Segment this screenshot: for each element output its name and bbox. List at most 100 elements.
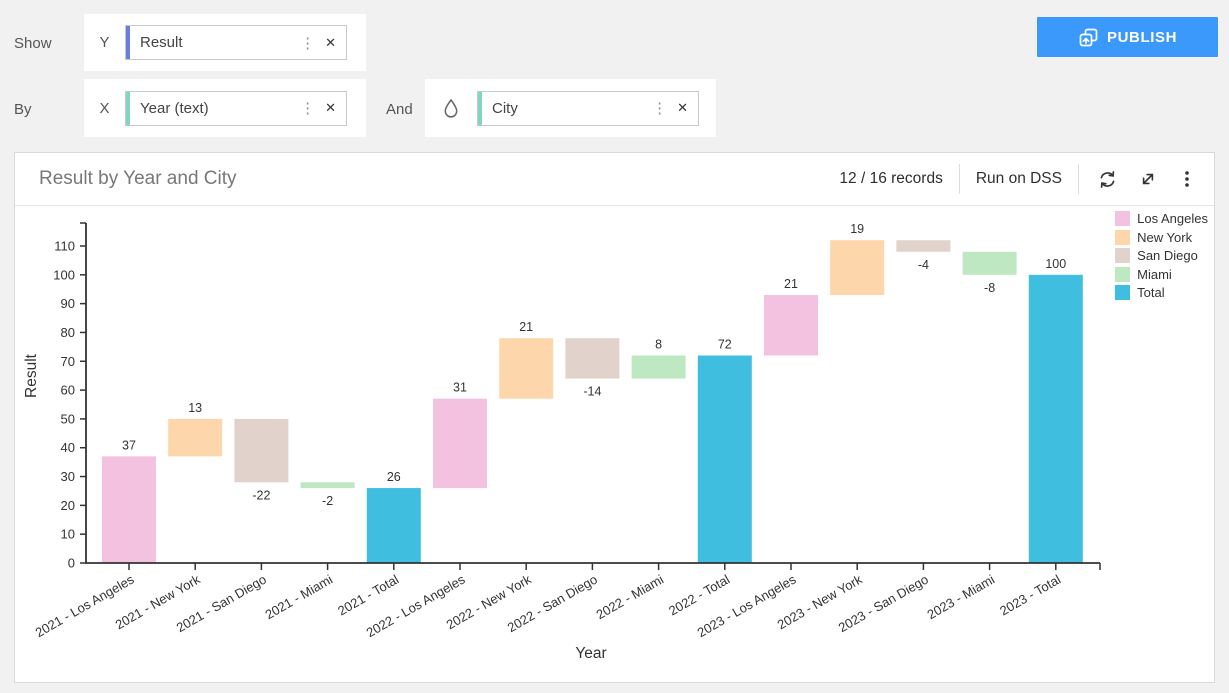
- y-tick-label: 0: [68, 556, 75, 571]
- chart-bar-2021 - San Diego[interactable]: [234, 418, 289, 483]
- and-label: And: [386, 101, 413, 118]
- bar-value-label: -14: [583, 385, 601, 399]
- y-tick-label: 50: [61, 411, 75, 426]
- x-tick-label: 2023 - Total: [997, 572, 1063, 619]
- legend-label: Los Angeles: [1137, 211, 1208, 226]
- chart-card: Result by Year and City 12 / 16 records …: [14, 152, 1215, 683]
- chart-bar-2021 - New York[interactable]: [168, 418, 223, 457]
- legend-item-total[interactable]: Total: [1115, 285, 1208, 300]
- legend-swatch: [1115, 285, 1131, 300]
- y-field-options-icon[interactable]: ⋮: [300, 34, 316, 52]
- publish-label: PUBLISH: [1106, 28, 1178, 46]
- x-field-pill[interactable]: Year (text) ⋮ ✕: [125, 90, 347, 126]
- waterfall-chart: 37 13 -22 -2 26 31 21 -14 8 72 21 19 -4 -8 100 0 10 20 30 4…: [23, 222, 1101, 662]
- x-axis-badge: X: [99, 99, 110, 117]
- header-divider: [1078, 164, 1079, 194]
- y-tick-label: 20: [61, 498, 75, 513]
- chart-bar-2023 - New York[interactable]: [830, 240, 885, 295]
- bar-value-label: 37: [122, 438, 136, 452]
- and-field-clear-icon[interactable]: ✕: [677, 100, 688, 115]
- chart-bar-2021 - Total[interactable]: [366, 488, 421, 563]
- y-tick-label: 60: [61, 383, 75, 398]
- publish-button[interactable]: PUBLISH: [1037, 17, 1218, 57]
- by-label: By: [14, 101, 32, 118]
- chart-bar-2022 - San Diego[interactable]: [565, 338, 620, 379]
- legend-label: Total: [1137, 285, 1165, 300]
- expand-icon[interactable]: [1136, 167, 1160, 191]
- chart-bar-2023 - Total[interactable]: [1028, 274, 1083, 563]
- y-tick-label: 30: [61, 469, 75, 484]
- bar-value-label: 19: [850, 222, 864, 236]
- header-divider: [958, 164, 960, 194]
- y-field-value: Result: [140, 34, 183, 51]
- y-tick-label: 70: [61, 354, 75, 369]
- y-tick-label: 10: [61, 527, 75, 542]
- legend-label: San Diego: [1137, 248, 1198, 263]
- legend-label: New York: [1137, 229, 1193, 245]
- y-field-accent: [126, 26, 130, 59]
- and-field-box: City ⋮ ✕: [425, 79, 716, 137]
- legend-item-los-angeles[interactable]: Los Angeles: [1115, 211, 1208, 226]
- legend-swatch: [1115, 266, 1131, 282]
- x-field-value: Year (text): [140, 99, 209, 117]
- y-tick-label: 40: [61, 440, 75, 455]
- bar-value-label: -22: [252, 488, 270, 502]
- records-count: 12 / 16 records: [839, 170, 943, 187]
- legend-item-san-diego[interactable]: San Diego: [1115, 248, 1208, 263]
- chart-area: 37 13 -22 -2 26 31 21 -14 8 72 21 19 -4 -8 100 0 10 20 30 4…: [15, 206, 1214, 682]
- chart-legend: Los Angeles New York San Diego Miami Total: [1115, 211, 1208, 304]
- y-axis-title: Result: [23, 353, 40, 398]
- legend-swatch: [1115, 248, 1131, 263]
- legend-item-miami[interactable]: Miami: [1115, 266, 1208, 282]
- bar-value-label: 26: [387, 470, 401, 484]
- x-field-box: X Year (text) ⋮ ✕: [84, 79, 366, 137]
- y-field-clear-icon[interactable]: ✕: [325, 34, 336, 50]
- bar-value-label: -8: [984, 281, 995, 295]
- y-tick-label: 80: [61, 325, 75, 340]
- chart-bar-2022 - Miami[interactable]: [631, 355, 686, 379]
- legend-item-new-york[interactable]: New York: [1115, 229, 1208, 245]
- legend-swatch: [1115, 211, 1131, 226]
- x-tick-label: 2023 - Miami: [925, 572, 998, 623]
- chart-bar-2022 - Los Angeles[interactable]: [433, 398, 487, 489]
- and-field-accent: [478, 91, 482, 125]
- x-field-accent: [126, 91, 130, 125]
- run-on-dss-button[interactable]: Run on DSS: [975, 170, 1062, 187]
- and-field-pill[interactable]: City ⋮ ✕: [477, 90, 699, 126]
- y-tick-label: 90: [61, 296, 75, 311]
- x-axis-title: Year: [575, 645, 606, 662]
- and-field-value: City: [492, 99, 518, 117]
- bar-value-label: -4: [918, 258, 929, 272]
- show-label: Show: [14, 35, 52, 52]
- x-field-options-icon[interactable]: ⋮: [300, 100, 316, 117]
- chart-title: Result by Year and City: [39, 168, 237, 189]
- kebab-menu-icon[interactable]: [1176, 167, 1198, 191]
- bar-value-label: -2: [322, 494, 333, 508]
- chart-bar-2021 - Los Angeles[interactable]: [102, 456, 156, 563]
- chart-card-header: Result by Year and City 12 / 16 records …: [15, 153, 1214, 206]
- legend-swatch: [1115, 229, 1131, 245]
- chart-bar-2023 - San Diego[interactable]: [896, 240, 951, 252]
- refresh-icon[interactable]: [1095, 167, 1120, 192]
- x-tick-label: 2022 - Miami: [594, 572, 667, 623]
- bar-value-label: 31: [453, 381, 467, 395]
- bar-value-label: 72: [718, 338, 732, 352]
- bar-value-label: 21: [784, 277, 798, 291]
- x-field-clear-icon[interactable]: ✕: [325, 100, 336, 115]
- and-field-options-icon[interactable]: ⋮: [652, 100, 668, 117]
- droplet-icon: [425, 97, 477, 119]
- y-tick-label: 110: [54, 239, 75, 254]
- chart-bar-2022 - New York[interactable]: [499, 338, 554, 399]
- y-tick-label: 100: [53, 267, 75, 282]
- bar-value-label: 21: [519, 320, 533, 334]
- y-field-pill[interactable]: Result ⋮ ✕: [125, 25, 347, 60]
- chart-bar-2023 - Los Angeles[interactable]: [764, 294, 818, 356]
- chart-bar-2021 - Miami[interactable]: [300, 482, 355, 489]
- bar-value-label: 100: [1045, 257, 1066, 271]
- y-axis-badge: Y: [99, 34, 110, 51]
- bar-value-label: 13: [188, 401, 202, 415]
- bar-value-label: 8: [655, 338, 662, 352]
- chart-bar-2023 - Miami[interactable]: [962, 251, 1017, 275]
- chart-bar-2022 - Total[interactable]: [697, 355, 752, 563]
- publish-icon: [1078, 27, 1099, 48]
